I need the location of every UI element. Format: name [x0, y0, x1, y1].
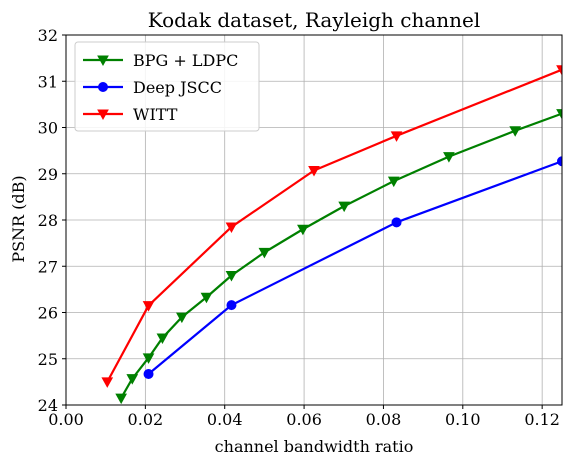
data-point-bpg-ldpc	[258, 247, 271, 259]
data-point-bpg-ldpc	[443, 152, 455, 163]
data-point-bpg-ldpc	[142, 353, 155, 364]
legend-marker	[98, 82, 108, 92]
data-point-witt	[390, 131, 403, 142]
data-point-bpg-ldpc	[176, 312, 188, 324]
legend-label: BPG + LDPC	[133, 51, 238, 70]
data-point-witt	[142, 301, 155, 312]
legend-marker	[97, 55, 109, 67]
chart-title: Kodak dataset, Rayleigh channel	[148, 8, 481, 32]
data-point-bpg-ldpc	[556, 109, 562, 120]
data-point-bpg-ldpc	[156, 333, 169, 344]
data-point-witt	[308, 166, 320, 177]
data-point-witt	[225, 222, 238, 233]
data-point-deep-jscc	[143, 369, 154, 380]
y-tick-label: 26	[38, 304, 58, 323]
data-point-bpg-ldpc	[297, 224, 309, 236]
series-markers	[101, 65, 562, 405]
y-tick-label: 29	[38, 165, 58, 184]
x-tick-label: 0.02	[128, 410, 164, 429]
y-tick-label: 31	[38, 72, 58, 91]
axis-ticks: 0.00 0.02 0.04 0.06 0.08 0.10 0.12 24 25 26 27 28 29…	[38, 26, 560, 429]
data-point-bpg-ldpc	[338, 201, 351, 213]
x-tick-label: 0.00	[48, 410, 84, 429]
data-point-bpg-ldpc	[115, 393, 128, 405]
y-axis-label: PSNR (dB)	[9, 175, 28, 262]
series-line-witt	[106, 68, 562, 383]
data-point-bpg-ldpc	[126, 374, 139, 385]
x-tick-label: 0.08	[366, 410, 402, 429]
x-tick-label: 0.06	[286, 410, 322, 429]
data-point-deep-jscc	[557, 156, 562, 167]
y-tick-label: 24	[38, 396, 58, 415]
y-tick-label: 30	[38, 119, 58, 138]
data-point-witt	[101, 377, 114, 388]
y-tick-label: 28	[38, 211, 58, 230]
data-point-bpg-ldpc	[225, 271, 238, 282]
legend-label: WITT	[133, 105, 178, 124]
legend-box	[74, 41, 260, 132]
y-tick-label: 32	[38, 26, 58, 45]
y-tick-label: 27	[38, 257, 58, 276]
x-tick-label: 0.10	[445, 410, 481, 429]
data-point-witt	[556, 65, 562, 76]
x-tick-label: 0.12	[524, 410, 560, 429]
y-tick-label: 25	[38, 350, 58, 369]
series-line-bpg-ldpc	[120, 112, 562, 399]
x-axis-label: channel bandwidth ratio	[215, 437, 414, 456]
x-tick-label: 0.04	[207, 410, 243, 429]
data-point-bpg-ldpc	[387, 176, 400, 188]
series-line-deep-jscc	[147, 160, 562, 375]
data-point-deep-jscc	[391, 217, 402, 228]
data-point-bpg-ldpc	[509, 126, 522, 137]
legend-label: Deep JSCC	[133, 78, 222, 97]
legend: BPG + LDPC Deep JSCC WITT	[74, 41, 260, 132]
data-point-bpg-ldpc	[200, 292, 213, 304]
data-point-deep-jscc	[226, 300, 237, 311]
legend-marker	[97, 109, 109, 121]
